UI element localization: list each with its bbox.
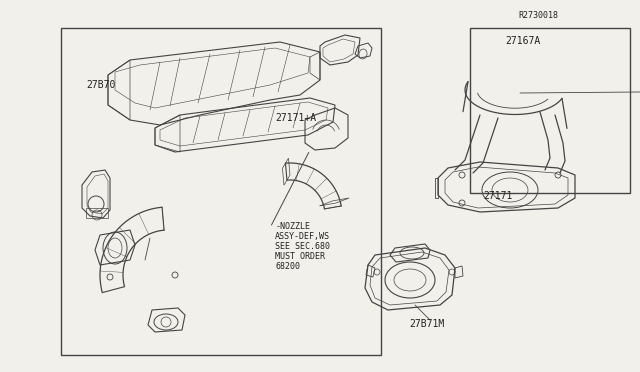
- Text: 27171+A: 27171+A: [275, 113, 316, 123]
- Text: 68200: 68200: [275, 263, 300, 272]
- Text: 27167A: 27167A: [506, 36, 541, 46]
- Text: 27B71M: 27B71M: [410, 319, 445, 328]
- Text: ASSY-DEF,WS: ASSY-DEF,WS: [275, 232, 330, 241]
- Bar: [61, 28, 381, 355]
- Text: R2730018: R2730018: [518, 11, 559, 20]
- Text: 27171: 27171: [483, 192, 513, 201]
- Text: -NOZZLE: -NOZZLE: [275, 222, 310, 231]
- Text: MUST ORDER: MUST ORDER: [275, 253, 325, 262]
- Bar: [470, 28, 630, 193]
- Text: 27B70: 27B70: [86, 80, 116, 90]
- Text: SEE SEC.680: SEE SEC.680: [275, 243, 330, 251]
